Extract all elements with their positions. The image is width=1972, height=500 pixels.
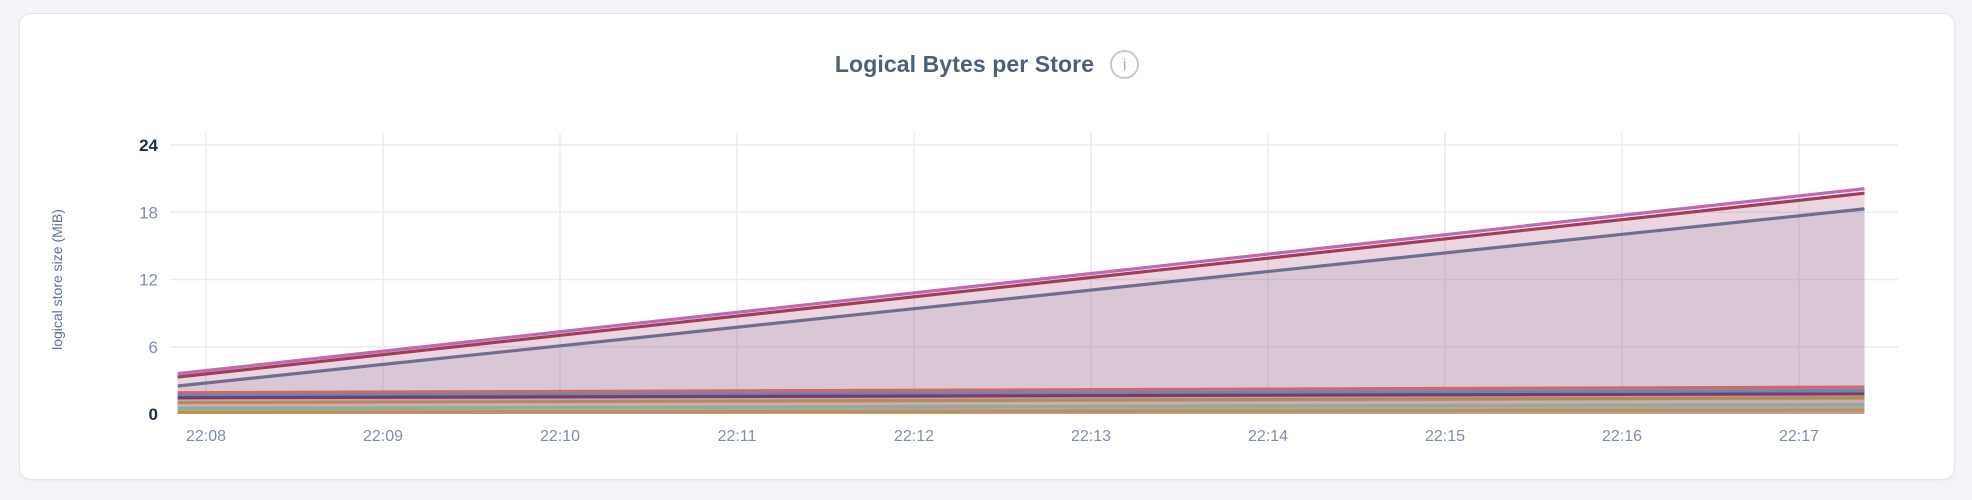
area-fill-store-2 xyxy=(177,193,1865,414)
x-axis-labels: 22:08 22:09 22:10 22:11 22:12 22:13 22:14 22:15… xyxy=(186,428,1819,445)
line-store-6 xyxy=(177,392,1865,400)
line-store-5 xyxy=(177,388,1865,398)
x-tick-label: 22:15 xyxy=(1425,428,1465,445)
x-tick-label: 22:14 xyxy=(1248,428,1288,445)
chart-header: Logical Bytes per Store i xyxy=(20,50,1954,79)
series-fills xyxy=(177,188,1865,414)
x-tick-label: 22:08 xyxy=(186,428,226,445)
x-tick-label: 22:13 xyxy=(1071,428,1111,445)
area-fill-store-1 xyxy=(177,188,1865,414)
y-axis-labels: 0 6 12 18 24 xyxy=(139,136,158,424)
line-store-10 xyxy=(177,408,1865,414)
line-store-9 xyxy=(177,402,1865,410)
x-tick-label: 22:16 xyxy=(1602,428,1642,445)
line-store-7 xyxy=(177,396,1865,405)
line-store-8 xyxy=(177,400,1865,408)
y-tick-label: 24 xyxy=(139,136,158,155)
y-tick-label: 18 xyxy=(139,203,158,222)
chart-title: Logical Bytes per Store xyxy=(834,51,1095,77)
area-fill-store-3 xyxy=(177,208,1865,414)
line-store-1 xyxy=(177,187,1865,376)
y-tick-label: 12 xyxy=(139,271,158,290)
y-tick-label: 6 xyxy=(149,338,158,357)
x-tick-label: 22:09 xyxy=(363,428,403,445)
x-tick-label: 22:17 xyxy=(1779,428,1819,445)
y-tick-label: 0 xyxy=(149,405,158,424)
chart-card: Logical Bytes per Store i 0 6 12 18 24 22:08 2… xyxy=(19,13,1955,480)
line-store-3 xyxy=(177,207,1865,388)
line-store-2 xyxy=(177,191,1865,379)
x-tick-label: 22:10 xyxy=(540,428,580,445)
y-axis-title: logical store size (MiB) xyxy=(49,209,65,350)
x-tick-label: 22:11 xyxy=(718,428,757,445)
info-icon[interactable]: i xyxy=(1110,50,1140,79)
x-tick-label: 22:12 xyxy=(894,428,934,445)
line-store-4 xyxy=(177,385,1865,395)
series-lines xyxy=(177,187,1865,414)
